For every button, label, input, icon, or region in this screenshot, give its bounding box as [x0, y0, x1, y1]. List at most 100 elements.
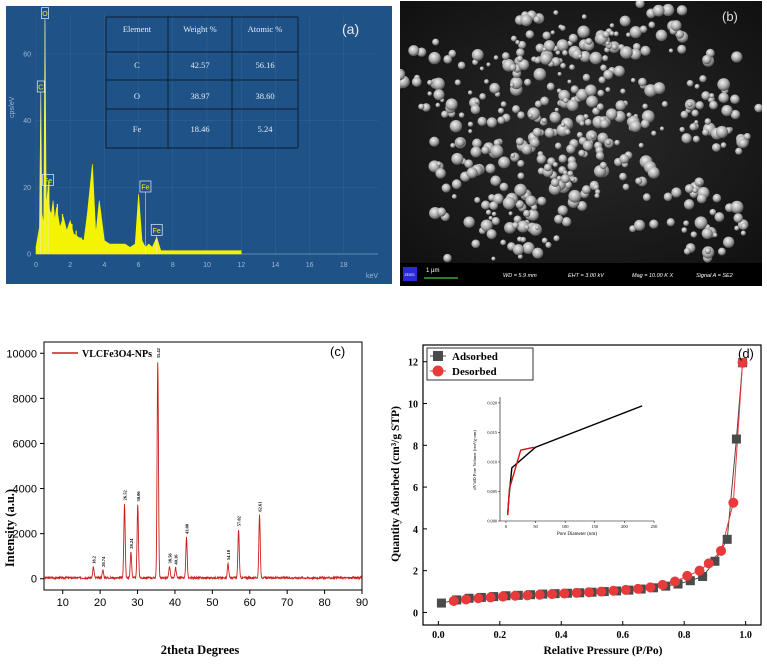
- sem-particle: [589, 51, 603, 65]
- sem-particle: [541, 237, 548, 244]
- bet-y-tick-label: 8: [413, 441, 418, 452]
- sem-particle: [480, 219, 493, 232]
- adsorbed-point: [436, 598, 446, 608]
- sem-particle: [570, 85, 579, 94]
- sem-particle: [730, 109, 741, 120]
- sem-particle: [508, 211, 513, 216]
- sem-particle: [619, 15, 631, 27]
- sem-particle: [661, 101, 668, 108]
- xrd-x-tick-label: 20: [94, 597, 106, 609]
- desorbed-point: [737, 357, 748, 368]
- inset-x-tick-label: 0: [505, 524, 508, 529]
- sem-particle: [485, 163, 496, 174]
- sem-particle: [596, 103, 604, 111]
- sem-particle: [683, 247, 691, 255]
- sem-particle: [457, 61, 466, 70]
- sem-particle: [629, 26, 642, 39]
- desorbed-point: [497, 591, 508, 602]
- sem-particle: [524, 224, 530, 230]
- sem-particle: [517, 159, 525, 168]
- table-cell: 56.16: [255, 60, 274, 70]
- sem-particle: [509, 83, 515, 88]
- pore-size-inset: 0 50 100 150 200 250 0.000 0.005 0.010 0.015 0.020…: [467, 388, 687, 548]
- bet-x-tick-label: 0.0: [432, 630, 445, 641]
- sem-particle: [642, 193, 651, 202]
- desorbed-point: [608, 585, 619, 596]
- eds-x-tick-label: 6: [137, 262, 141, 269]
- sem-particle: [558, 154, 567, 163]
- sem-particle: [701, 91, 711, 101]
- table-cell: 38.97: [190, 91, 209, 101]
- bet-y-tick-label: 0: [413, 608, 418, 619]
- sem-particle: [560, 122, 566, 127]
- sem-particle: [454, 79, 461, 86]
- sem-particle: [515, 40, 520, 45]
- eds-peak-label: Fe: [153, 228, 161, 235]
- eds-peak-label: O: [42, 11, 48, 18]
- sem-particle: [498, 156, 511, 169]
- sem-particle: [666, 218, 675, 227]
- bet-frame: [422, 344, 762, 626]
- inset-y-tick-label: 0.020: [487, 400, 497, 405]
- sem-particle: [536, 154, 547, 164]
- sem-particle: [663, 192, 673, 202]
- eds-peak-label: Fe: [44, 178, 52, 185]
- eds-x-tick-label: 10: [203, 262, 211, 269]
- desorbed-point: [728, 497, 739, 508]
- sem-particle: [493, 55, 499, 61]
- sem-particle: [599, 161, 608, 170]
- desorbed-point: [694, 565, 705, 576]
- sem-particle: [468, 129, 473, 134]
- sem-particle: [443, 253, 452, 263]
- sem-particle: [568, 33, 578, 43]
- sem-particle: [647, 166, 660, 179]
- sem-particle: [557, 205, 568, 216]
- legend-adsorbed-label: Adsorbed: [452, 351, 498, 363]
- table-cell: 18.46: [190, 124, 209, 134]
- sem-particle: [484, 79, 489, 85]
- sem-particle: [689, 123, 697, 131]
- sem-particle: [734, 225, 740, 231]
- sem-particle: [485, 209, 492, 216]
- sem-particle: [600, 64, 607, 72]
- eds-y-tick-label: 0: [27, 252, 31, 259]
- sem-particle: [471, 239, 481, 249]
- sem-particle: [518, 59, 530, 71]
- sem-particle: [560, 62, 566, 69]
- bet-x-label: Relative Pressure (P/Po): [543, 645, 662, 657]
- sem-particle: [500, 101, 507, 108]
- sem-particle: [709, 93, 715, 99]
- desorbed-point: [703, 558, 714, 569]
- sem-particle: [701, 228, 713, 240]
- panel-a-label: (a): [342, 21, 359, 37]
- sem-particle: [638, 77, 647, 87]
- sem-particle: [489, 201, 499, 211]
- sem-particle: [527, 107, 540, 121]
- sem-particle: [533, 68, 547, 81]
- xrd-chart: 10 20 30 40 50 60 70 80 90 0 2000 4000 6000 8000 10000…: [3, 341, 368, 657]
- sem-particle: [513, 215, 522, 224]
- sem-wd: WD = 5.9 mm: [503, 273, 537, 279]
- sem-particle: [613, 65, 625, 77]
- sem-particle: [562, 50, 568, 56]
- sem-particle: [553, 10, 559, 16]
- sem-particle: [467, 90, 473, 95]
- sem-particle: [554, 142, 562, 150]
- sem-particle: [529, 137, 540, 148]
- xrd-peak-label: 62.61: [258, 501, 263, 512]
- sem-particle: [638, 142, 644, 148]
- sem-particle: [597, 89, 605, 97]
- legend-desorbed-label: Desorbed: [452, 366, 497, 378]
- table-cell: C: [134, 60, 140, 70]
- sem-particle: [605, 87, 611, 93]
- table-cell: 38.60: [255, 91, 274, 101]
- sem-particle: [449, 119, 463, 133]
- sem-particle: [694, 216, 708, 230]
- eds-peak-label-box: [150, 223, 163, 236]
- table-cell: 42.57: [190, 60, 209, 70]
- sem-particle: [582, 140, 593, 151]
- zeiss-logo: [403, 267, 417, 281]
- adsorbed-point: [710, 556, 720, 566]
- sem-particle: [517, 254, 523, 260]
- sem-particle: [518, 40, 527, 49]
